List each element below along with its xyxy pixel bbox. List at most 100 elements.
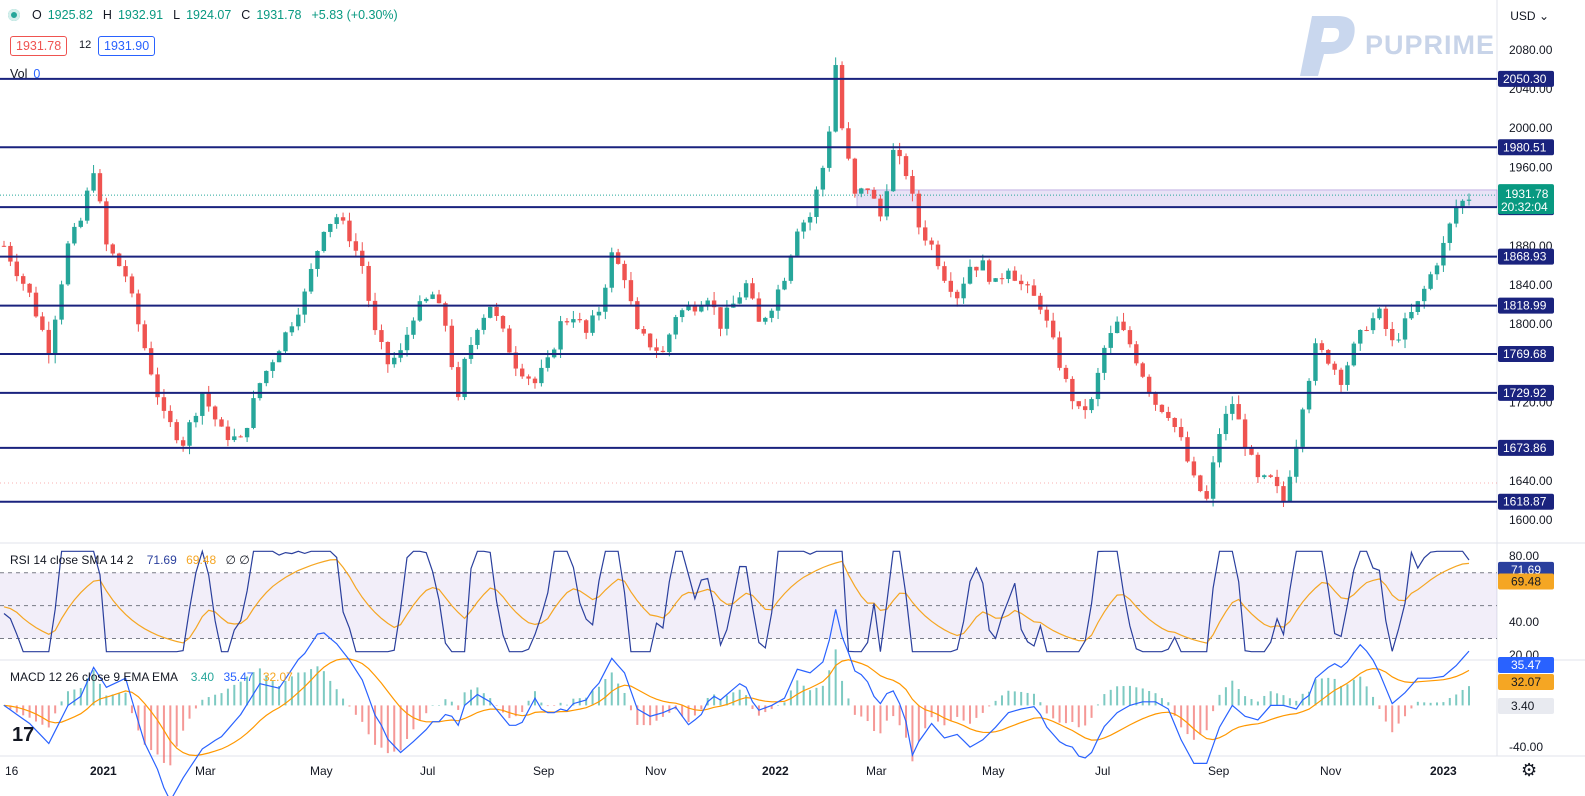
price-tick-label: 2080.00 [1509, 43, 1553, 57]
candle-body [1012, 270, 1017, 281]
candle-body [846, 128, 851, 159]
macd-histogram-bar [150, 705, 153, 751]
macd-histogram-bar [41, 705, 44, 725]
currency-label: USD [1510, 9, 1536, 23]
candle-body [513, 352, 518, 369]
macd-histogram-bar [310, 669, 313, 706]
macd-histogram-bar [1192, 705, 1195, 740]
tradingview-logo-icon[interactable]: 17 [12, 724, 35, 746]
macd-histogram-bar [175, 705, 178, 747]
macd-histogram-bar [239, 681, 242, 706]
macd-histogram-bar [431, 705, 434, 706]
candle-body [1396, 339, 1401, 341]
brand-logo-icon [1298, 14, 1360, 83]
time-tick-label: Jul [1095, 764, 1110, 778]
macd-histogram-bar [1013, 691, 1016, 706]
macd-histogram-bar [316, 666, 319, 706]
macd-histogram-bar [1468, 686, 1470, 706]
last-price-tag [1498, 184, 1554, 215]
buy-price-button[interactable]: 1931.90 [98, 36, 156, 56]
candle-body [583, 320, 589, 333]
candle-body [1262, 475, 1267, 478]
macd-histogram-bar [508, 705, 511, 719]
candle-body [315, 251, 320, 269]
candle-body [935, 244, 941, 267]
candle-body [827, 131, 832, 168]
candle-body [871, 189, 877, 199]
macd-histogram-bar [796, 680, 799, 706]
macd-histogram-bar [834, 649, 837, 706]
candle-body [1038, 295, 1043, 310]
macd-signal-tag-label: 32.07 [1511, 675, 1541, 689]
candle-body [807, 216, 813, 223]
rsi-legend: RSI 14 close SMA 14 2 71.69 69.48 ∅ ∅ [10, 553, 250, 567]
candle-body [1249, 447, 1254, 455]
macd-histogram-bar [1032, 693, 1035, 706]
macd-signal-line [3, 658, 1470, 757]
candle-body [1319, 343, 1325, 351]
rsi-sma-value: 69.48 [186, 553, 217, 567]
settings-gear-icon[interactable]: ⚙ [1521, 760, 1538, 780]
macd-histogram-bar [1288, 698, 1291, 706]
candle-body [577, 319, 582, 321]
macd-histogram-bar [457, 705, 460, 710]
candle-body [1, 245, 7, 247]
candle-body [1326, 350, 1331, 364]
candle-body [161, 397, 167, 411]
candle-body [20, 276, 26, 284]
candle-body [724, 307, 730, 329]
countdown-label: 20:32:04 [1501, 200, 1548, 214]
candle-body [993, 278, 998, 282]
macd-histogram-bar [1276, 693, 1279, 706]
candle-body [481, 317, 487, 330]
candle-body [494, 306, 499, 317]
candle-body [1044, 309, 1049, 321]
candle-body [967, 266, 973, 284]
candle-body [462, 358, 467, 398]
level-price-label: 1729.92 [1503, 386, 1547, 400]
macd-histogram-bar [815, 687, 818, 706]
candle-body [328, 224, 333, 232]
macd-histogram-bar [329, 680, 332, 706]
macd-histogram-bar [354, 705, 357, 715]
candle-body [1089, 399, 1094, 411]
candle-body [916, 193, 922, 228]
candle-body [667, 334, 672, 353]
currency-selector[interactable]: USD ⌄ [1510, 9, 1549, 23]
candle-body [417, 301, 423, 321]
candle-body [801, 222, 806, 232]
macd-histogram-bar [1333, 678, 1336, 706]
sell-price-button[interactable]: 1931.78 [10, 36, 68, 56]
level-price-tag [1498, 384, 1554, 401]
level-price-tag [1498, 139, 1554, 156]
macd-histogram-bar [617, 683, 620, 706]
macd-histogram-bar [1064, 705, 1067, 724]
rsi-value-tag-label: 71.69 [1511, 563, 1541, 577]
price-tick-label: 2000.00 [1509, 121, 1553, 135]
macd-histogram-bar [463, 692, 466, 706]
macd-histogram-bar [207, 697, 210, 706]
macd-histogram-bar [284, 680, 287, 706]
macd-histogram-bar [1384, 705, 1387, 722]
rsi-value: 71.69 [146, 553, 177, 567]
candle-body [1018, 280, 1024, 285]
candle-body [507, 328, 512, 353]
macd-histogram-bar [399, 705, 402, 751]
candle-body [8, 245, 13, 262]
candle-body [1076, 401, 1081, 407]
candle-body [257, 383, 263, 399]
level-price-label: 1673.86 [1503, 441, 1547, 455]
macd-histogram-bar [956, 705, 959, 717]
time-tick-label: Sep [1208, 764, 1230, 778]
candle-body [136, 293, 141, 325]
macd-histogram-bar [1352, 679, 1355, 706]
candle-body [392, 357, 397, 365]
macd-histogram-bar [470, 689, 473, 706]
macd-histogram-bar [847, 698, 850, 706]
macd-histogram-bar [572, 698, 575, 706]
macd-histogram-bar [425, 705, 428, 714]
macd-histogram-bar [994, 700, 997, 706]
candle-body [1178, 426, 1184, 438]
volume-legend: Vol 0 [10, 67, 40, 81]
